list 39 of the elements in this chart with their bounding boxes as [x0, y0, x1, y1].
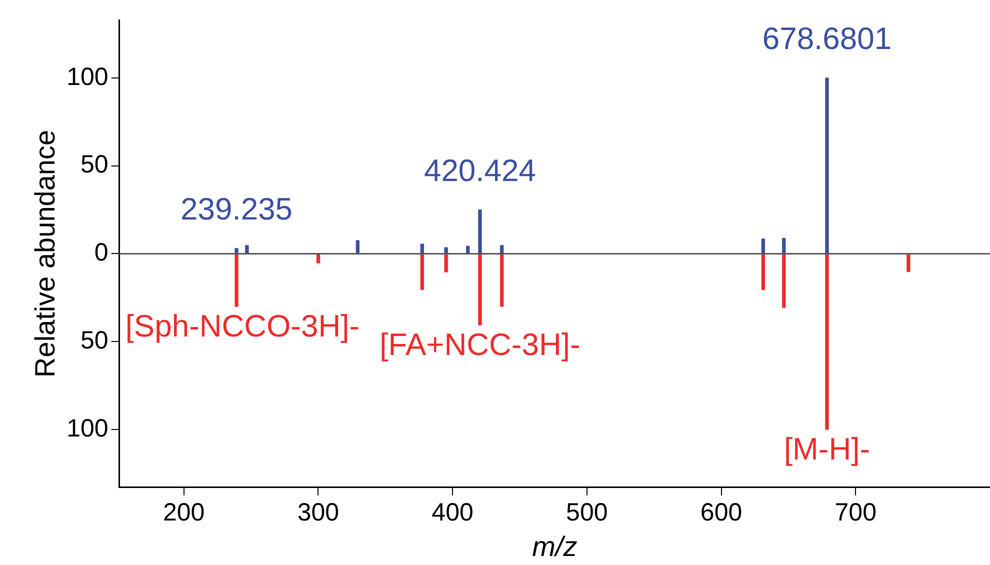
bar: [316, 254, 320, 264]
bar: [420, 244, 424, 254]
x-tick-label: 600: [700, 498, 742, 526]
bar: [444, 254, 448, 272]
annotation: 678.6801: [762, 21, 892, 56]
y-tick-label: 0: [94, 238, 108, 267]
bar: [782, 238, 786, 254]
bar: [782, 254, 786, 308]
bar: [500, 254, 504, 307]
bar: [245, 245, 249, 254]
y-tick-label: 50: [80, 326, 108, 354]
bar: [234, 248, 238, 254]
bar: [478, 254, 482, 326]
bar: [825, 78, 829, 254]
y-tick-label: 100: [66, 414, 108, 442]
x-tick-label: 200: [162, 498, 205, 526]
bar: [761, 254, 766, 290]
x-tick-label: 400: [432, 498, 474, 526]
x-tick-label: 700: [834, 498, 876, 526]
bar: [234, 254, 238, 307]
bar: [420, 254, 424, 290]
bar: [761, 238, 766, 254]
annotation: [Sph-NCCO-3H]-: [125, 308, 360, 344]
annotation: 420.424: [424, 152, 536, 188]
annotation: 239.235: [180, 191, 293, 226]
bar: [500, 245, 504, 254]
x-tick-label: 500: [566, 498, 608, 526]
bar: [478, 209, 482, 254]
y-tick-label: 100: [66, 62, 108, 91]
x-tick-label: 300: [297, 498, 340, 526]
bar: [356, 240, 360, 254]
bar: [825, 254, 829, 430]
bar: [906, 254, 910, 272]
y-tick-label: 50: [80, 150, 108, 179]
x-axis-title: m/z: [532, 530, 578, 562]
y-axis-title: Relative abundance: [30, 130, 61, 378]
annotation: [FA+NCC-3H]-: [380, 327, 580, 362]
bar: [444, 247, 448, 254]
annotation: [M-H]-: [784, 431, 870, 466]
